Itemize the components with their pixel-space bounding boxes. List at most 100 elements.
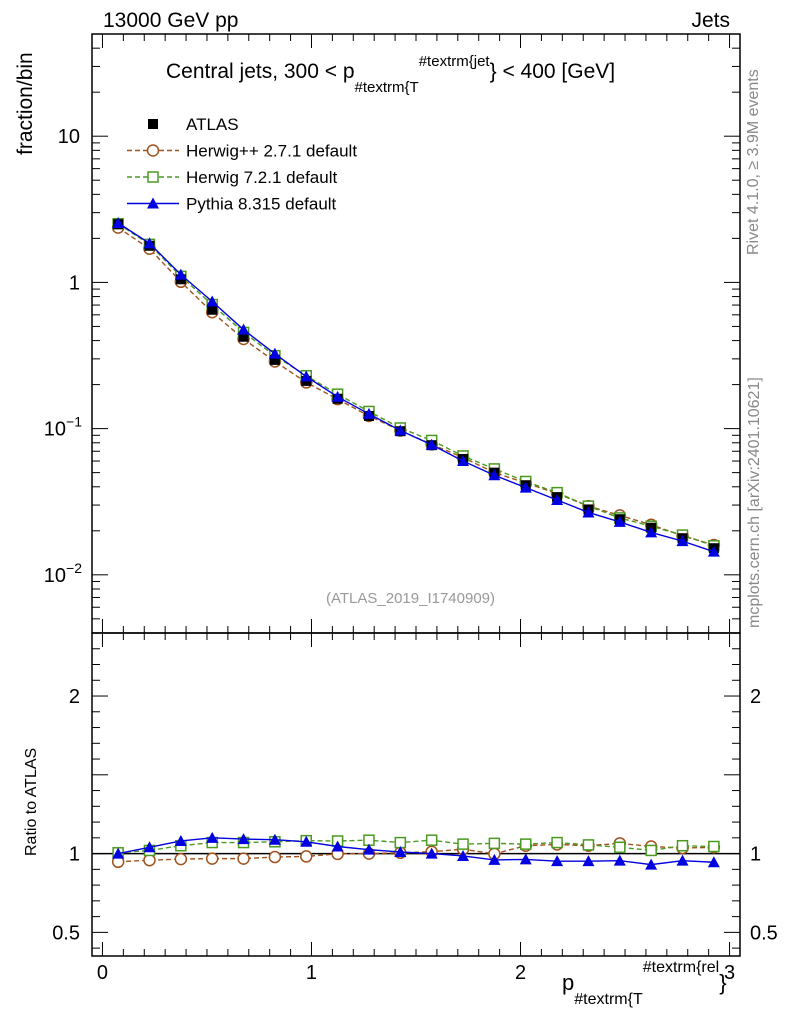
main-point-pythia (488, 469, 501, 481)
main-y-tick-label: 10−2 (44, 560, 82, 587)
main-y-tick-label-exponent: −1 (66, 414, 82, 430)
ratio-point-pythia (613, 854, 626, 866)
x-axis-label-tail: } (719, 970, 727, 995)
legend-marker-pythia (147, 197, 159, 209)
main-point-atlas (269, 354, 280, 365)
main-point-pythia (331, 390, 344, 402)
x-axis-label-subscript: #textrm{T (574, 991, 643, 1008)
side-mcplots-label: mcplots.cern.ch [arXiv:2401.10621] (746, 377, 763, 628)
main-y-tick-label-base: 10 (44, 565, 66, 587)
main-point-pythia (300, 370, 313, 382)
ratio-point-pythia (582, 855, 595, 867)
legend-label-herwig7: Herwig 7.2.1 default (186, 168, 337, 187)
ratio-point-pythia (488, 853, 501, 865)
ratio-y-tick-label-right: 2 (750, 686, 761, 708)
title-subscript: #textrm{T (354, 79, 419, 96)
main-point-pythia (206, 295, 219, 307)
ratio-point-herwig7 (645, 844, 657, 857)
ratio-point-herwigpp (205, 852, 219, 865)
main-y-tick-label: 1 (69, 272, 80, 294)
x-tick-label: 1 (306, 962, 317, 984)
ratio-point-herwig7 (551, 836, 563, 849)
ratio-plot-frame (91, 632, 741, 957)
ratio-point-herwig7 (488, 837, 501, 850)
x-axis-label-main: p (562, 970, 575, 995)
title-tail-text: } < 400 [GeV] (489, 60, 616, 83)
main-point-pythia (707, 545, 720, 557)
ratio-point-herwigpp (237, 852, 250, 865)
ratio-point-herwig7 (676, 839, 689, 852)
main-y-tick-label-base: 10 (44, 419, 66, 441)
ratio-point-pythia (425, 847, 438, 859)
x-tick-label: 0 (97, 962, 108, 984)
main-y-tick-label-exponent: −2 (66, 560, 82, 576)
ratio-point-pythia (237, 833, 250, 845)
main-point-atlas (207, 304, 218, 315)
ratio-point-pythia (300, 835, 313, 847)
x-axis-label-superscript: #textrm{rel (642, 959, 720, 976)
ratio-y-tick-label-right: 0.5 (750, 922, 778, 944)
ratio-point-pythia (206, 831, 219, 843)
legend-marker-herwigpp (146, 144, 160, 157)
ratio-point-pythia (707, 856, 720, 868)
main-point-pythia (582, 506, 595, 518)
ratio-y-tick-label: 1 (69, 844, 80, 866)
main-point-pythia (457, 455, 470, 467)
main-point-pythia (613, 515, 626, 527)
ratio-point-pythia (174, 834, 187, 846)
ratio-point-pythia (362, 843, 375, 855)
ratio-point-herwig7 (425, 834, 438, 846)
ratio-point-pythia (112, 847, 125, 859)
ratio-line-pythia (117, 837, 714, 866)
ratio-point-pythia (519, 853, 532, 865)
main-point-pythia (237, 323, 250, 335)
ratio-y-tick-label: 0.5 (52, 922, 80, 944)
legend-marker-atlas (148, 119, 158, 129)
ratio-y-tick-label-right: 1 (750, 844, 761, 866)
main-point-pythia (676, 535, 689, 547)
main-line-herwigpp (117, 227, 715, 546)
legend-marker-herwig7 (147, 171, 159, 183)
main-point-atlas (238, 331, 249, 342)
x-tick-label: 2 (515, 962, 526, 984)
main-point-pythia (112, 216, 125, 228)
ratio-point-pythia (551, 855, 564, 867)
ratio-point-herwigpp (300, 850, 313, 863)
title-main-text: Central jets, 300 < p (166, 60, 355, 83)
main-series-pythia (112, 216, 720, 557)
main-point-pythia (551, 493, 564, 505)
main-y-tick-label: 10−1 (44, 414, 82, 441)
ratio-point-herwig7 (582, 839, 595, 851)
ratio-series-pythia (112, 831, 720, 870)
legend-label-pythia: Pythia 8.315 default (186, 195, 337, 214)
header-right-label: Jets (691, 9, 730, 32)
main-point-pythia (143, 237, 156, 249)
watermark-label: (ATLAS_2019_I1740909) (326, 590, 496, 607)
main-series-herwig7 (112, 217, 720, 552)
ratio-point-pythia (268, 833, 281, 845)
ratio-point-herwig7 (457, 838, 469, 850)
main-series-atlas (113, 219, 719, 554)
main-point-pythia (174, 268, 187, 280)
ratio-point-pythia (394, 846, 407, 858)
main-point-pythia (425, 438, 438, 450)
legend-label-atlas: ATLAS (186, 115, 239, 134)
main-chart-title: Central jets, 300 < p#textrm{T #textrm{je… (166, 53, 616, 96)
ratio-point-herwigpp (143, 853, 156, 867)
ratio-point-pythia (457, 849, 470, 861)
legend-label-herwigpp: Herwig++ 2.7.1 default (186, 142, 357, 161)
side-rivet-label: Rivet 4.1.0, ≥ 3.9M events (745, 69, 762, 255)
ratio-point-herwigpp (268, 850, 282, 864)
ratio-point-herwig7 (708, 840, 720, 853)
ratio-point-herwigpp (174, 852, 188, 866)
main-point-pythia (394, 424, 407, 436)
main-series-herwigpp (111, 221, 721, 552)
x-axis-label: p#textrm{T #textrm{rel} (562, 959, 727, 1008)
x-tick-label: 3 (724, 962, 735, 984)
main-point-pythia (362, 407, 375, 419)
ratio-point-pythia (645, 858, 658, 870)
main-y-tick-label: 10 (58, 126, 80, 148)
ratio-y-tick-label: 2 (69, 686, 80, 708)
ratio-y-axis-label: Ratio to ATLAS (23, 747, 40, 856)
